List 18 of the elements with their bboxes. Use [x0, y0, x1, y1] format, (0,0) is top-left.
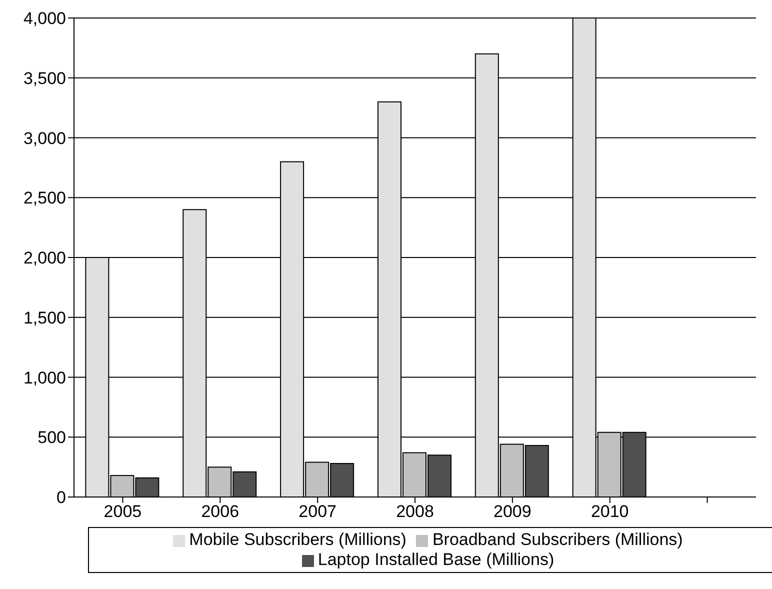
legend-label: Laptop Installed Base (Millions) [318, 550, 554, 569]
x-tick-label: 2010 [590, 502, 629, 522]
x-tick-label: 2005 [104, 502, 142, 522]
y-tick-label: 500 [38, 428, 66, 448]
x-tick-label: 2009 [494, 502, 532, 522]
x-tick-label: 2007 [298, 502, 336, 522]
legend-label: Broadband Subscribers (Millions) [432, 530, 683, 549]
y-tick-label: 3,500 [23, 68, 66, 88]
y-tick-label: 2,500 [23, 188, 66, 208]
y-tick-label: 3,000 [23, 128, 66, 148]
y-tick-label: 0 [56, 488, 66, 508]
y-tick-label: 2,000 [23, 248, 66, 268]
y-tick-label: 4,000 [23, 9, 66, 28]
y-tick-label: 1,000 [23, 368, 66, 388]
legend-label: Mobile Subscribers (Millions) [189, 530, 406, 549]
x-tick-label: 2006 [201, 502, 240, 522]
x-tick-label: 2008 [396, 502, 434, 522]
y-tick-label: 1,500 [23, 308, 66, 328]
